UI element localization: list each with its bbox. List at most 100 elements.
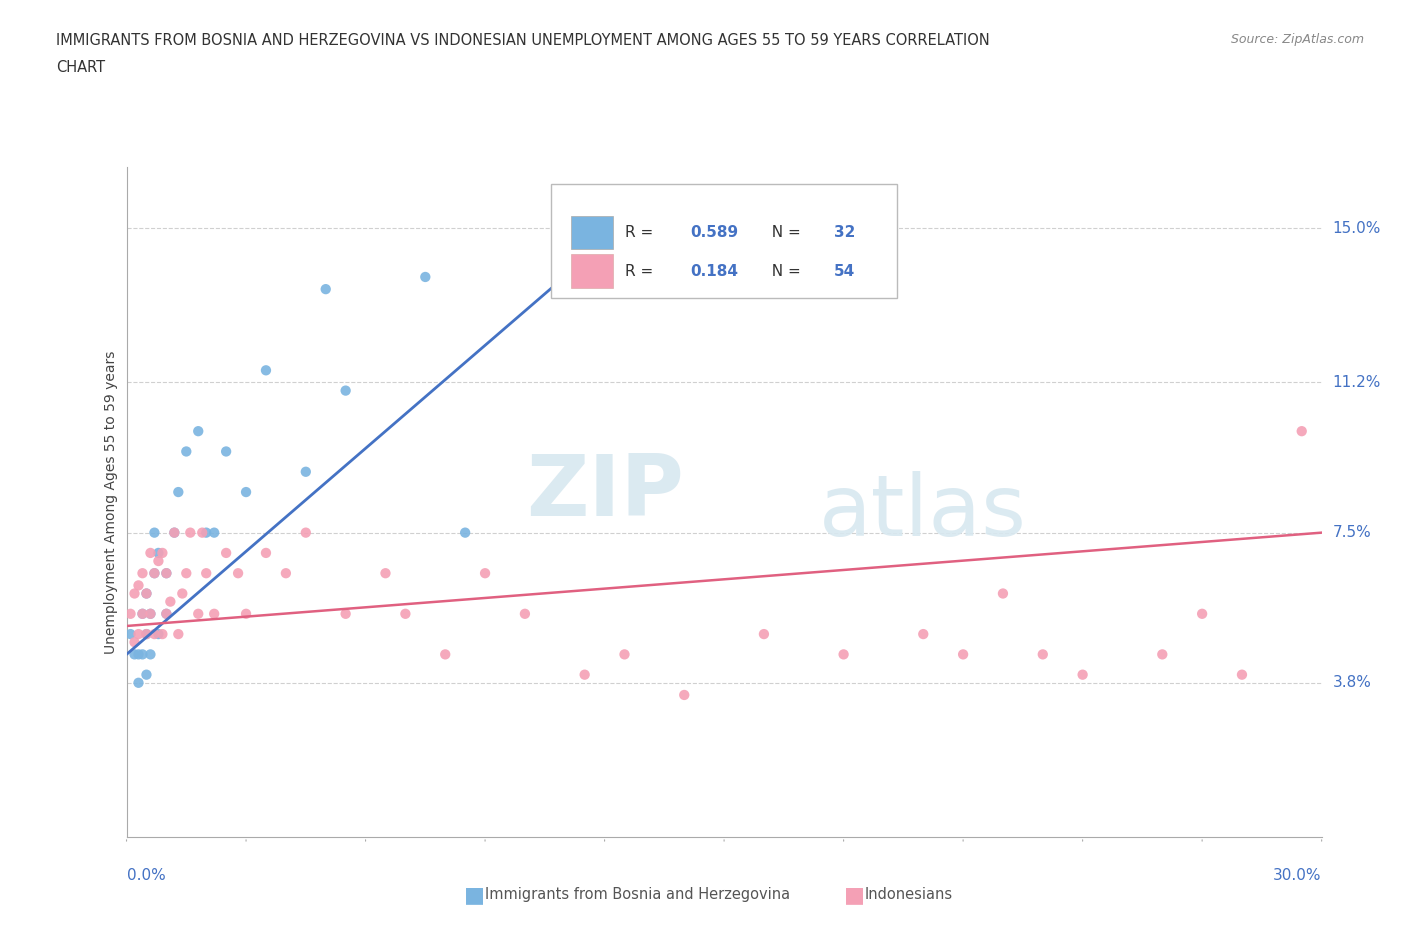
Point xyxy=(202,606,225,621)
Point xyxy=(554,261,576,276)
Point xyxy=(1291,424,1313,439)
Text: ■: ■ xyxy=(844,884,865,905)
Text: 30.0%: 30.0% xyxy=(1274,868,1322,883)
Point xyxy=(152,627,174,642)
Point xyxy=(235,606,257,621)
Point xyxy=(143,565,166,580)
Text: 0.0%: 0.0% xyxy=(127,868,166,883)
Text: N =: N = xyxy=(762,225,806,240)
Point xyxy=(226,565,249,580)
Point xyxy=(274,565,297,580)
FancyBboxPatch shape xyxy=(551,184,897,298)
Text: 3.8%: 3.8% xyxy=(1333,675,1372,690)
Point xyxy=(294,464,316,479)
Text: R =: R = xyxy=(624,264,658,279)
Point xyxy=(172,586,194,601)
Point xyxy=(143,525,166,540)
Point xyxy=(131,606,153,621)
Point xyxy=(394,606,416,621)
Point xyxy=(179,525,201,540)
Point xyxy=(673,687,696,702)
Point xyxy=(139,647,162,662)
Point xyxy=(195,525,218,540)
Point xyxy=(124,647,146,662)
Point xyxy=(131,606,153,621)
Point xyxy=(574,667,596,682)
Point xyxy=(135,667,157,682)
Text: 0.184: 0.184 xyxy=(690,264,738,279)
Point xyxy=(1230,667,1253,682)
Text: 0.589: 0.589 xyxy=(690,225,738,240)
Text: IMMIGRANTS FROM BOSNIA AND HERZEGOVINA VS INDONESIAN UNEMPLOYMENT AMONG AGES 55 : IMMIGRANTS FROM BOSNIA AND HERZEGOVINA V… xyxy=(56,33,990,47)
Point xyxy=(135,627,157,642)
Point xyxy=(191,525,214,540)
FancyBboxPatch shape xyxy=(571,216,613,249)
Point xyxy=(167,627,190,642)
Point xyxy=(120,606,142,621)
Point xyxy=(174,565,197,580)
Point xyxy=(832,647,855,662)
Point xyxy=(454,525,477,540)
Point xyxy=(195,565,218,580)
Point xyxy=(148,546,170,561)
Text: Indonesians: Indonesians xyxy=(865,887,953,902)
Point xyxy=(413,270,436,285)
Point xyxy=(335,606,357,621)
Text: 54: 54 xyxy=(834,264,855,279)
Point xyxy=(991,586,1014,601)
Text: 32: 32 xyxy=(834,225,855,240)
Point xyxy=(434,647,457,662)
Point xyxy=(163,525,186,540)
Point xyxy=(131,565,153,580)
Point xyxy=(155,565,177,580)
Point xyxy=(1191,606,1213,621)
Point xyxy=(127,647,149,662)
Text: 7.5%: 7.5% xyxy=(1333,525,1371,540)
Point xyxy=(155,565,177,580)
Point xyxy=(167,485,190,499)
Point xyxy=(135,627,157,642)
Point xyxy=(254,546,277,561)
Point xyxy=(952,647,974,662)
Point xyxy=(174,444,197,458)
Point xyxy=(143,565,166,580)
Text: N =: N = xyxy=(762,264,806,279)
Point xyxy=(148,553,170,568)
Text: ZIP: ZIP xyxy=(526,450,685,534)
Point xyxy=(335,383,357,398)
Point xyxy=(752,627,775,642)
Point xyxy=(124,586,146,601)
Point xyxy=(135,586,157,601)
Point xyxy=(152,546,174,561)
Point xyxy=(1152,647,1174,662)
Point xyxy=(474,565,496,580)
Point xyxy=(513,606,536,621)
Text: CHART: CHART xyxy=(56,60,105,75)
Point xyxy=(235,485,257,499)
Point xyxy=(124,635,146,650)
Point xyxy=(187,606,209,621)
Point xyxy=(139,606,162,621)
FancyBboxPatch shape xyxy=(571,255,613,288)
Point xyxy=(1032,647,1054,662)
Point xyxy=(135,586,157,601)
Text: 15.0%: 15.0% xyxy=(1333,220,1381,236)
Point xyxy=(374,565,396,580)
Y-axis label: Unemployment Among Ages 55 to 59 years: Unemployment Among Ages 55 to 59 years xyxy=(104,351,118,654)
Point xyxy=(163,525,186,540)
Point xyxy=(155,606,177,621)
Text: Source: ZipAtlas.com: Source: ZipAtlas.com xyxy=(1230,33,1364,46)
Text: 11.2%: 11.2% xyxy=(1333,375,1381,390)
Point xyxy=(294,525,316,540)
Point xyxy=(155,606,177,621)
Point xyxy=(1071,667,1094,682)
Point xyxy=(613,647,636,662)
Point xyxy=(202,525,225,540)
Point xyxy=(254,363,277,378)
Point xyxy=(315,282,337,297)
Point xyxy=(143,627,166,642)
Point xyxy=(139,546,162,561)
Point xyxy=(215,546,238,561)
Point xyxy=(159,594,181,609)
Point xyxy=(139,606,162,621)
